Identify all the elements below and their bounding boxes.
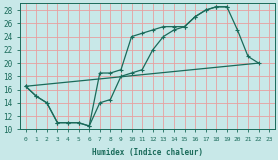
X-axis label: Humidex (Indice chaleur): Humidex (Indice chaleur) bbox=[92, 148, 203, 156]
